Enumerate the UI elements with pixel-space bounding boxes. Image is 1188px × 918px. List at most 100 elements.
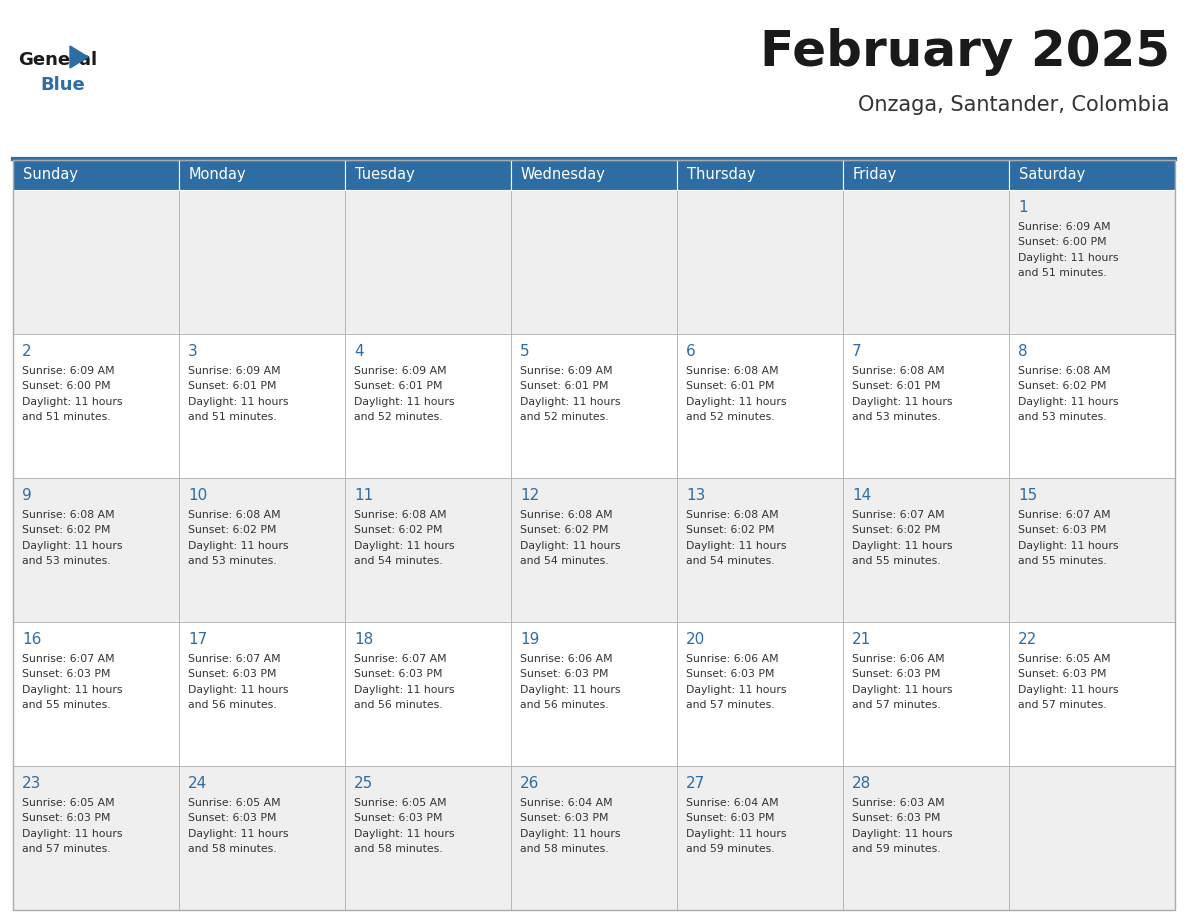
Text: and 54 minutes.: and 54 minutes. bbox=[354, 556, 443, 566]
Text: Sunset: 6:02 PM: Sunset: 6:02 PM bbox=[354, 525, 442, 535]
Text: Daylight: 11 hours: Daylight: 11 hours bbox=[1018, 252, 1118, 263]
Text: Sunset: 6:01 PM: Sunset: 6:01 PM bbox=[520, 381, 608, 391]
Text: and 53 minutes.: and 53 minutes. bbox=[23, 556, 110, 566]
Text: 26: 26 bbox=[520, 776, 539, 791]
Bar bbox=[13, 766, 179, 910]
Text: and 51 minutes.: and 51 minutes. bbox=[1018, 268, 1107, 278]
Bar bbox=[13, 190, 179, 334]
Text: Wednesday: Wednesday bbox=[522, 167, 606, 183]
Text: Daylight: 11 hours: Daylight: 11 hours bbox=[1018, 541, 1118, 551]
Bar bbox=[179, 334, 345, 477]
Text: and 55 minutes.: and 55 minutes. bbox=[1018, 556, 1107, 566]
Bar bbox=[677, 477, 843, 621]
Text: Sunset: 6:03 PM: Sunset: 6:03 PM bbox=[520, 669, 608, 679]
Text: 1: 1 bbox=[1018, 200, 1028, 215]
Text: Daylight: 11 hours: Daylight: 11 hours bbox=[354, 541, 455, 551]
Text: Sunset: 6:03 PM: Sunset: 6:03 PM bbox=[354, 669, 442, 679]
Bar bbox=[345, 477, 511, 621]
Text: Sunrise: 6:09 AM: Sunrise: 6:09 AM bbox=[520, 365, 613, 375]
Text: Sunset: 6:02 PM: Sunset: 6:02 PM bbox=[1018, 381, 1106, 391]
Text: Sunrise: 6:05 AM: Sunrise: 6:05 AM bbox=[354, 798, 447, 808]
Text: Sunset: 6:03 PM: Sunset: 6:03 PM bbox=[1018, 525, 1106, 535]
Text: Daylight: 11 hours: Daylight: 11 hours bbox=[188, 397, 289, 407]
Text: and 59 minutes.: and 59 minutes. bbox=[685, 845, 775, 855]
Bar bbox=[677, 621, 843, 766]
Text: and 57 minutes.: and 57 minutes. bbox=[852, 700, 941, 711]
Text: Daylight: 11 hours: Daylight: 11 hours bbox=[685, 829, 786, 839]
Text: and 58 minutes.: and 58 minutes. bbox=[188, 845, 277, 855]
Bar bbox=[179, 766, 345, 910]
Bar bbox=[511, 477, 677, 621]
Bar bbox=[1009, 766, 1175, 910]
Text: and 56 minutes.: and 56 minutes. bbox=[354, 700, 443, 711]
Text: Daylight: 11 hours: Daylight: 11 hours bbox=[852, 685, 953, 695]
Text: Sunrise: 6:07 AM: Sunrise: 6:07 AM bbox=[852, 509, 944, 520]
Text: Sunset: 6:02 PM: Sunset: 6:02 PM bbox=[188, 525, 277, 535]
Bar bbox=[345, 766, 511, 910]
Text: Onzaga, Santander, Colombia: Onzaga, Santander, Colombia bbox=[859, 95, 1170, 115]
Bar bbox=[1009, 160, 1175, 190]
Text: Thursday: Thursday bbox=[687, 167, 756, 183]
Text: Sunset: 6:02 PM: Sunset: 6:02 PM bbox=[852, 525, 941, 535]
Text: Sunset: 6:03 PM: Sunset: 6:03 PM bbox=[1018, 669, 1106, 679]
Text: and 57 minutes.: and 57 minutes. bbox=[685, 700, 775, 711]
Text: 27: 27 bbox=[685, 776, 706, 791]
Bar bbox=[677, 190, 843, 334]
Text: 12: 12 bbox=[520, 487, 539, 503]
Text: Sunset: 6:03 PM: Sunset: 6:03 PM bbox=[520, 813, 608, 823]
Text: Daylight: 11 hours: Daylight: 11 hours bbox=[188, 829, 289, 839]
Bar bbox=[843, 160, 1009, 190]
Text: 2: 2 bbox=[23, 343, 32, 359]
Text: Sunset: 6:03 PM: Sunset: 6:03 PM bbox=[188, 669, 277, 679]
Text: Sunrise: 6:09 AM: Sunrise: 6:09 AM bbox=[354, 365, 447, 375]
Text: Sunset: 6:03 PM: Sunset: 6:03 PM bbox=[23, 669, 110, 679]
Text: 28: 28 bbox=[852, 776, 871, 791]
Text: Daylight: 11 hours: Daylight: 11 hours bbox=[852, 829, 953, 839]
Text: Sunrise: 6:07 AM: Sunrise: 6:07 AM bbox=[1018, 509, 1111, 520]
Text: Sunrise: 6:05 AM: Sunrise: 6:05 AM bbox=[188, 798, 280, 808]
Bar bbox=[511, 334, 677, 477]
Text: and 56 minutes.: and 56 minutes. bbox=[520, 700, 608, 711]
Text: Daylight: 11 hours: Daylight: 11 hours bbox=[520, 685, 620, 695]
Text: Daylight: 11 hours: Daylight: 11 hours bbox=[520, 829, 620, 839]
Text: Sunset: 6:02 PM: Sunset: 6:02 PM bbox=[23, 525, 110, 535]
Bar bbox=[677, 766, 843, 910]
Text: and 52 minutes.: and 52 minutes. bbox=[354, 412, 443, 422]
Text: Sunrise: 6:09 AM: Sunrise: 6:09 AM bbox=[23, 365, 114, 375]
Bar bbox=[511, 621, 677, 766]
Text: 15: 15 bbox=[1018, 487, 1037, 503]
Bar bbox=[179, 477, 345, 621]
Text: Sunrise: 6:04 AM: Sunrise: 6:04 AM bbox=[520, 798, 613, 808]
Text: Sunset: 6:01 PM: Sunset: 6:01 PM bbox=[354, 381, 442, 391]
Text: and 57 minutes.: and 57 minutes. bbox=[1018, 700, 1107, 711]
Text: 3: 3 bbox=[188, 343, 197, 359]
Text: 14: 14 bbox=[852, 487, 871, 503]
Text: Sunrise: 6:08 AM: Sunrise: 6:08 AM bbox=[685, 365, 778, 375]
Text: Sunset: 6:03 PM: Sunset: 6:03 PM bbox=[685, 669, 775, 679]
Bar bbox=[843, 334, 1009, 477]
Text: Daylight: 11 hours: Daylight: 11 hours bbox=[354, 829, 455, 839]
Text: Daylight: 11 hours: Daylight: 11 hours bbox=[685, 685, 786, 695]
Text: Sunrise: 6:07 AM: Sunrise: 6:07 AM bbox=[23, 654, 114, 664]
Bar bbox=[13, 160, 179, 190]
Bar bbox=[179, 621, 345, 766]
Bar bbox=[345, 334, 511, 477]
Text: Daylight: 11 hours: Daylight: 11 hours bbox=[685, 541, 786, 551]
Text: 11: 11 bbox=[354, 487, 373, 503]
Bar bbox=[13, 477, 179, 621]
Text: 22: 22 bbox=[1018, 632, 1037, 647]
Text: Sunset: 6:03 PM: Sunset: 6:03 PM bbox=[23, 813, 110, 823]
Bar bbox=[1009, 190, 1175, 334]
Text: and 59 minutes.: and 59 minutes. bbox=[852, 845, 941, 855]
Text: and 55 minutes.: and 55 minutes. bbox=[23, 700, 110, 711]
Text: Sunrise: 6:05 AM: Sunrise: 6:05 AM bbox=[23, 798, 114, 808]
Text: Sunset: 6:03 PM: Sunset: 6:03 PM bbox=[852, 669, 941, 679]
Text: Saturday: Saturday bbox=[1019, 167, 1086, 183]
Text: 25: 25 bbox=[354, 776, 373, 791]
Polygon shape bbox=[70, 46, 88, 68]
Text: 7: 7 bbox=[852, 343, 861, 359]
Text: and 51 minutes.: and 51 minutes. bbox=[188, 412, 277, 422]
Text: 4: 4 bbox=[354, 343, 364, 359]
Text: 17: 17 bbox=[188, 632, 207, 647]
Text: Daylight: 11 hours: Daylight: 11 hours bbox=[354, 685, 455, 695]
